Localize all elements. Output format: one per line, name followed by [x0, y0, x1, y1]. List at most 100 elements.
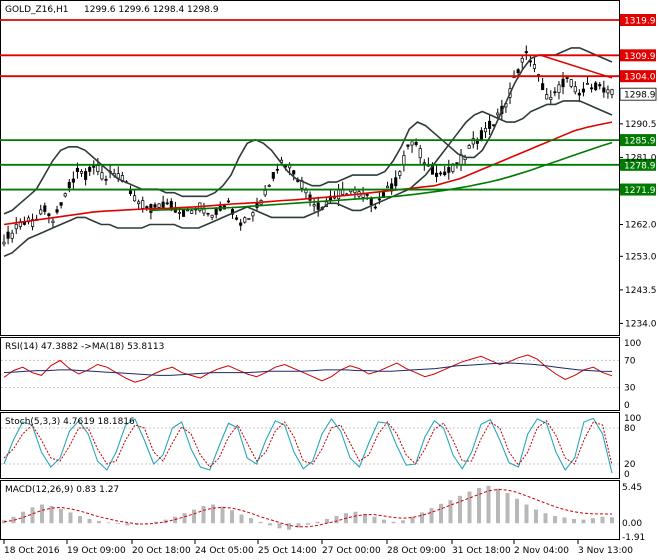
candle-body: [471, 138, 475, 145]
macd-bar: [211, 504, 215, 524]
level-tag-1319.9: [620, 14, 656, 27]
macd-bar: [296, 523, 301, 528]
candle-body: [206, 212, 210, 215]
macd-bar: [97, 521, 101, 524]
macd-signal-line: [3, 488, 613, 528]
macd-layer: 5.45 0.00 -1.91: [2, 483, 645, 543]
macd-bar: [315, 521, 320, 524]
candle-body: [581, 88, 585, 93]
candle-body: [569, 79, 573, 87]
candle-body: [47, 213, 51, 217]
macd-tick-label: 0.00: [622, 519, 642, 529]
candle-body: [545, 94, 549, 100]
candle-body: [181, 210, 186, 217]
macd-label: MACD(12,26,9) 0.83 1.27: [5, 485, 119, 495]
macd-bar: [458, 495, 462, 524]
macd-bar: [543, 513, 548, 524]
candle-body: [6, 231, 10, 239]
candle-body: [565, 77, 569, 79]
level-tag-text: 1271.9: [624, 186, 656, 196]
time-label: 25 Oct 14:00: [258, 546, 317, 556]
trend-line-red: [539, 54, 613, 79]
candle-body: [157, 203, 161, 208]
time-label: 27 Oct 00:00: [322, 546, 381, 556]
ohlc-label: 1299.6 1299.6 1298.4 1298.9: [84, 5, 219, 15]
level-tag-1285.9: [620, 134, 656, 147]
macd-bar: [515, 498, 519, 524]
candle-body: [610, 89, 614, 95]
macd-bar: [477, 487, 481, 524]
axis-layer: 18 Oct 2016 19 Oct 09:00 20 Oct 18:00 24 Oc…: [3, 540, 633, 556]
candle-body: [84, 171, 88, 180]
moving-average-green-line: [149, 141, 613, 212]
stoch-tick-label: 0: [624, 470, 630, 480]
stoch-tick-label: 20: [624, 460, 636, 470]
macd-bar: [116, 523, 120, 524]
macd-bar: [467, 491, 472, 524]
macd-bar: [230, 510, 234, 524]
candle-body: [31, 219, 35, 227]
rsi-panel: [0, 337, 620, 411]
stoch-main-line: [3, 417, 613, 474]
stoch-label: Stoch(5,3,3) 4.7619 18.1816: [5, 417, 135, 427]
macd-bar: [496, 488, 500, 524]
macd-bar: [429, 508, 434, 524]
time-label: 19 Oct 09:00: [67, 546, 126, 556]
candle-body: [590, 87, 594, 90]
candle-body: [308, 194, 312, 201]
time-label: 31 Oct 18:00: [452, 546, 511, 556]
price-tick-label: 1281.0: [625, 153, 657, 163]
candle-body: [406, 144, 410, 147]
macd-bar: [154, 521, 158, 524]
stoch-tick-label: 100: [624, 414, 641, 424]
bollinger-lower-line: [3, 100, 613, 258]
price-tick-label: 1262.0: [625, 221, 657, 231]
candle-body: [377, 198, 381, 201]
time-label: 24 Oct 05:00: [195, 546, 254, 556]
macd-bar: [78, 516, 82, 524]
candle-body: [312, 204, 316, 207]
time-label: 20 Oct 18:00: [132, 546, 191, 556]
candle-body: [479, 130, 483, 141]
macd-bar: [553, 516, 557, 524]
candle-body: [361, 193, 365, 198]
price-layer: 1319.9 1309.9 1304.0 1285.9 1278.9 1271.9 1298…: [0, 14, 657, 329]
macd-bar: [439, 503, 443, 524]
candle-body: [210, 214, 214, 218]
macd-bar: [410, 516, 415, 524]
macd-bar: [68, 512, 73, 524]
candle-body: [55, 209, 59, 213]
macd-bar: [268, 523, 272, 526]
time-label: 28 Oct 09:00: [387, 546, 446, 556]
candle-body: [63, 193, 67, 197]
rsi-tick-label: 70: [624, 356, 636, 366]
candle-body: [573, 86, 577, 93]
time-label: 3 Nov 13:00: [578, 546, 633, 556]
macd-bar: [486, 485, 491, 524]
level-tag-1309.9: [620, 49, 656, 62]
stoch-tick-label: 80: [624, 424, 636, 434]
macd-bar: [49, 505, 54, 524]
candle-body: [100, 172, 104, 180]
candle-body: [137, 201, 141, 205]
moving-average-red-line: [3, 121, 613, 226]
macd-bar: [30, 507, 35, 524]
level-tag-1271.9: [620, 183, 656, 196]
candle-body: [235, 217, 239, 220]
macd-bar: [59, 508, 63, 524]
macd-bar: [591, 518, 595, 524]
rsi-tick-label: 0: [624, 401, 630, 411]
candle-body: [165, 202, 169, 205]
candle-body: [561, 78, 565, 88]
rsi-ma-line: [3, 362, 613, 376]
candle-body: [153, 204, 157, 208]
macd-bar: [534, 509, 538, 524]
candle-body: [243, 217, 247, 223]
candle-body: [434, 172, 439, 177]
candle-body: [557, 84, 561, 93]
macd-bar: [201, 505, 206, 524]
candle-body: [418, 148, 422, 159]
candle-body: [71, 178, 75, 183]
macd-bar: [401, 520, 405, 524]
candle-body: [598, 84, 602, 87]
